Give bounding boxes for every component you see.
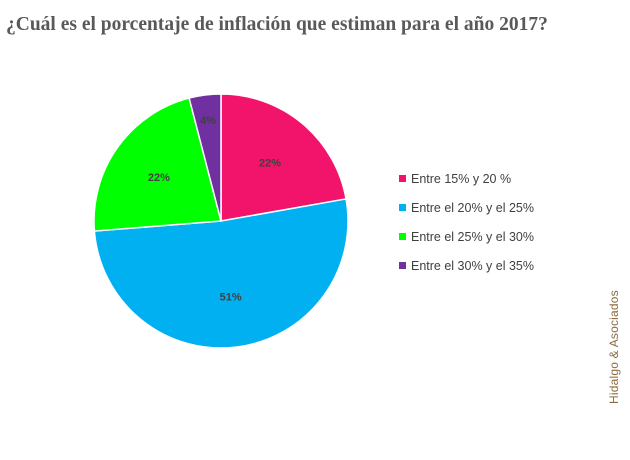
pie-data-labels: 22% 51% 22% 4% xyxy=(148,115,281,303)
chart-title: ¿Cuál es el porcentaje de inflación que … xyxy=(6,14,548,35)
legend-label-entre-15-y-20: Entre 15% y 20 % xyxy=(411,172,511,186)
legend-swatch-entre-el-25-y-el-30 xyxy=(399,233,406,240)
pie-data-label: 22% xyxy=(148,172,170,184)
watermark-text: Hidalgo & Asociados xyxy=(607,290,621,404)
pie-slice-entre-15-y-20 xyxy=(220,93,347,222)
pie-data-label: 22% xyxy=(259,158,281,170)
pie-data-label: 51% xyxy=(220,292,242,304)
legend-label-entre-el-30-y-el-35: Entre el 30% y el 35% xyxy=(411,259,534,273)
legend-label-entre-el-25-y-el-30: Entre el 25% y el 30% xyxy=(411,230,534,244)
legend-swatch-entre-15-y-20 xyxy=(399,175,406,182)
pie-slices xyxy=(93,93,349,349)
legend-label-entre-el-20-y-el-25: Entre el 20% y el 25% xyxy=(411,201,534,215)
pie-data-label: 4% xyxy=(200,115,216,127)
pie-slice-entre-el-20-y-el-25 xyxy=(93,198,349,349)
legend-swatch-entre-el-20-y-el-25 xyxy=(399,204,406,211)
chart-legend: Entre 15% y 20 % Entre el 20% y el 25% Ent… xyxy=(399,172,534,273)
pie-slice-entre-el-25-y-el-30 xyxy=(93,97,222,232)
pie-slice-entre-el-30-y-el-35 xyxy=(188,93,222,222)
legend-swatch-entre-el-30-y-el-35 xyxy=(399,262,406,269)
